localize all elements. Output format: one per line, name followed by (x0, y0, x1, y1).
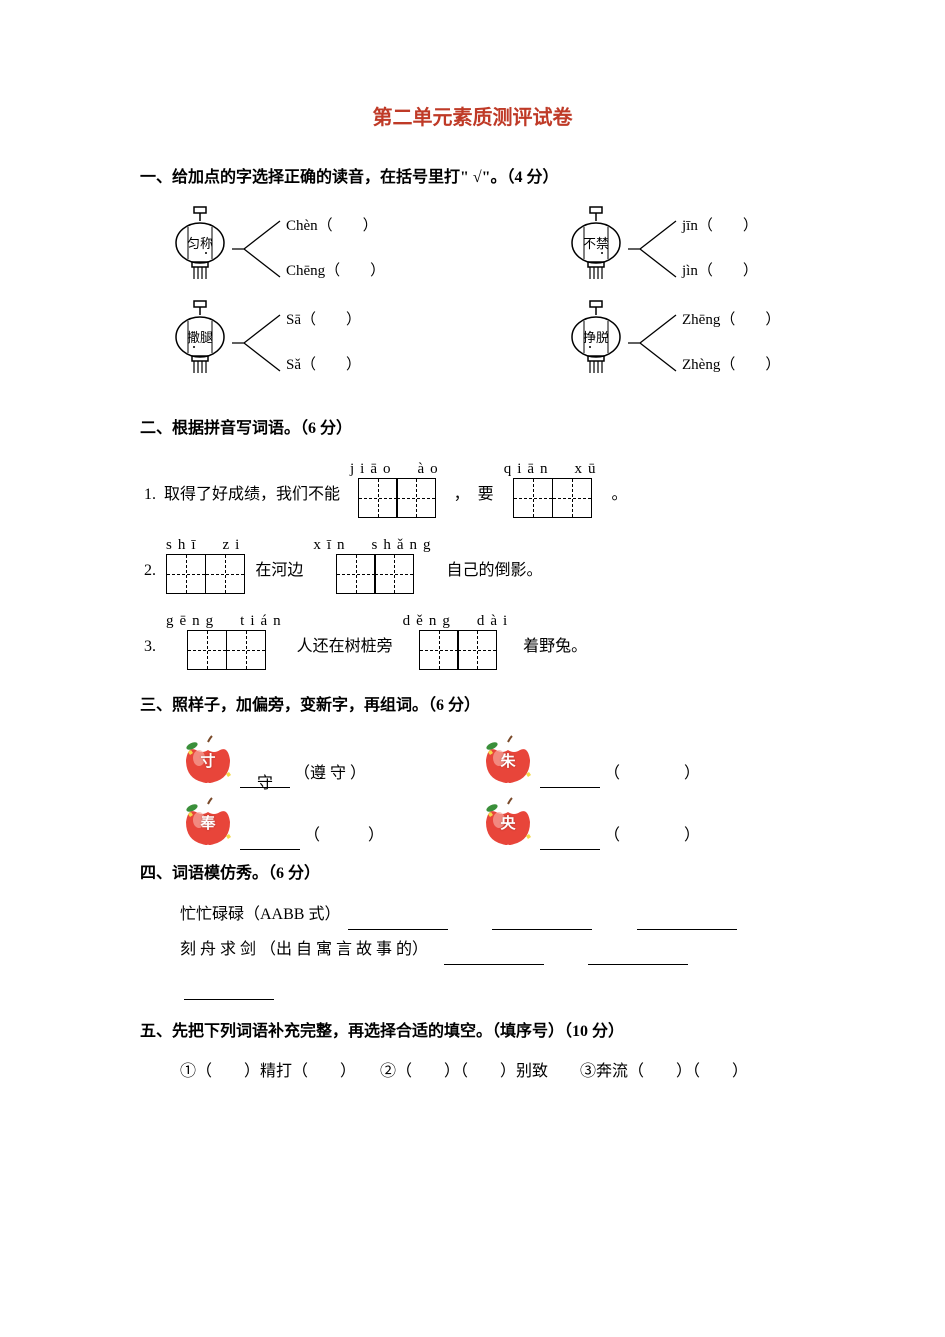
answer-blank[interactable] (240, 832, 300, 850)
page-title: 第二单元素质测评试卷 (140, 100, 805, 136)
text-fragment: 。 (612, 481, 628, 518)
s2-heading: 二、根据拼音写词语。（6 分） (140, 415, 805, 444)
apple-char: 朱 (500, 750, 515, 777)
reading-option[interactable]: jìn（ ） (682, 258, 758, 285)
text-fragment: ， 要 (454, 481, 494, 518)
answer-blank[interactable] (492, 912, 592, 930)
answer-blank[interactable]: 守 (240, 770, 290, 788)
tianzi-box[interactable] (166, 554, 245, 594)
text-fragment: 自己的倒影。 (447, 557, 543, 594)
answer-blank[interactable] (444, 947, 544, 965)
answer-blank[interactable] (588, 947, 688, 965)
example-text: 忙忙碌碌（AABB 式） (180, 906, 340, 923)
reading-option[interactable]: Chēng（ ） (286, 258, 385, 285)
apple-icon: 朱 (480, 732, 536, 788)
s4-line-1: 刻 舟 求 剑 （出 自 寓 言 故 事 的） (180, 936, 805, 965)
reading-option[interactable]: jīn（ ） (682, 213, 758, 240)
s2-line-1: 1. 取得了好成绩，我们不能 jiāo ào ， 要 qiān xū 。 (140, 456, 805, 518)
word-bracket: （遵 守 ） (294, 760, 366, 789)
tianzi-box[interactable] (513, 478, 592, 518)
s4-heading: 四、词语模仿秀。（6 分） (140, 860, 805, 889)
line-number: 3. (144, 633, 156, 670)
text-fragment: 人还在树桩旁 (297, 633, 393, 670)
tianzi-box[interactable] (336, 554, 415, 594)
apple-char: 寸 (200, 750, 215, 777)
apple-char: 央 (500, 812, 515, 839)
lantern-icon: 挣脱 (566, 299, 626, 387)
s3-row-1: 奉 （ ） 央 （ ） (180, 794, 805, 850)
s1-item-0: 匀称 Chèn（ ） Chēng（ ） (170, 205, 486, 293)
lantern-icon: 匀称 (170, 205, 230, 293)
line-number: 2. (144, 557, 156, 594)
svg-text:挣脱: 挣脱 (583, 330, 609, 345)
s4-line-2 (180, 971, 805, 1000)
text-fragment: 取得了好成绩，我们不能 (164, 481, 340, 518)
reading-option[interactable]: Chèn（ ） (286, 213, 378, 240)
answer-blank[interactable] (637, 912, 737, 930)
answer-blank[interactable] (184, 982, 274, 1000)
s1-item-3: 挣脱 Zhēng（ ） Zhèng（ ） (566, 299, 882, 387)
answer-blank[interactable] (348, 912, 448, 930)
s1-heading: 一、给加点的字选择正确的读音，在括号里打" √"。（4 分） (140, 164, 805, 193)
s5-heading: 五、先把下列词语补充完整，再选择合适的填空。（填序号）（10 分） (140, 1018, 805, 1047)
reading-option[interactable]: Sǎ（ ） (286, 352, 361, 379)
s4-line-0: 忙忙碌碌（AABB 式） (180, 901, 805, 930)
pinyin-label: shī zi (166, 532, 245, 552)
s3-row-0: 寸 守 （遵 守 ） 朱 （ ） (180, 732, 805, 788)
word-bracket[interactable]: （ ） (604, 760, 700, 789)
reading-option[interactable]: Sā（ ） (286, 307, 361, 334)
pinyin-label: gēng tián (166, 608, 287, 628)
tianzi-box[interactable] (358, 478, 437, 518)
s3-heading: 三、照样子，加偏旁，变新字，再组词。（6 分） (140, 692, 805, 721)
s2-line-2: 2. shī zi 在河边 xīn shǎng 自己的倒影。 (140, 532, 805, 594)
pinyin-label: jiāo ào (350, 456, 444, 476)
tianzi-box[interactable] (419, 630, 498, 670)
s1-content: 匀称 Chèn（ ） Chēng（ ） (170, 205, 805, 387)
lantern-icon: 撒腿 (170, 299, 230, 387)
line-number: 1. (144, 481, 156, 518)
apple-icon: 央 (480, 794, 536, 850)
s2-line-3: 3. gēng tián 人还在树桩旁 děng dài 着野兔。 (140, 608, 805, 670)
word-bracket[interactable]: （ ） (304, 822, 384, 851)
word-bracket[interactable]: （ ） (604, 822, 700, 851)
apple-char: 奉 (200, 812, 215, 839)
pinyin-label: xīn shǎng (313, 532, 436, 552)
reading-option[interactable]: Zhēng（ ） (682, 307, 780, 334)
svg-text:匀称: 匀称 (187, 236, 213, 251)
s5-line-0[interactable]: ①（ ）精打（ ） ②（ ）（ ）别致 ③奔流（ ）（ ） (180, 1058, 805, 1087)
apple-icon: 奉 (180, 794, 236, 850)
text-fragment: 在河边 (255, 557, 303, 594)
s1-item-1: 不禁 jīn（ ） jìn（ ） (566, 205, 882, 293)
example-text: 刻 舟 求 剑 （出 自 寓 言 故 事 的） (180, 941, 436, 958)
tianzi-box[interactable] (187, 630, 266, 670)
answer-blank[interactable] (540, 770, 600, 788)
s1-item-2: 撒腿 Sā（ ） Sǎ（ ） (170, 299, 486, 387)
svg-text:不禁: 不禁 (583, 236, 609, 251)
pinyin-label: děng dài (403, 608, 513, 628)
apple-icon: 寸 (180, 732, 236, 788)
text-fragment: 着野兔。 (523, 633, 587, 670)
pinyin-label: qiān xū (504, 456, 602, 476)
answer-blank[interactable] (540, 832, 600, 850)
svg-text:撒腿: 撒腿 (187, 330, 213, 345)
reading-option[interactable]: Zhèng（ ） (682, 352, 780, 379)
lantern-icon: 不禁 (566, 205, 626, 293)
